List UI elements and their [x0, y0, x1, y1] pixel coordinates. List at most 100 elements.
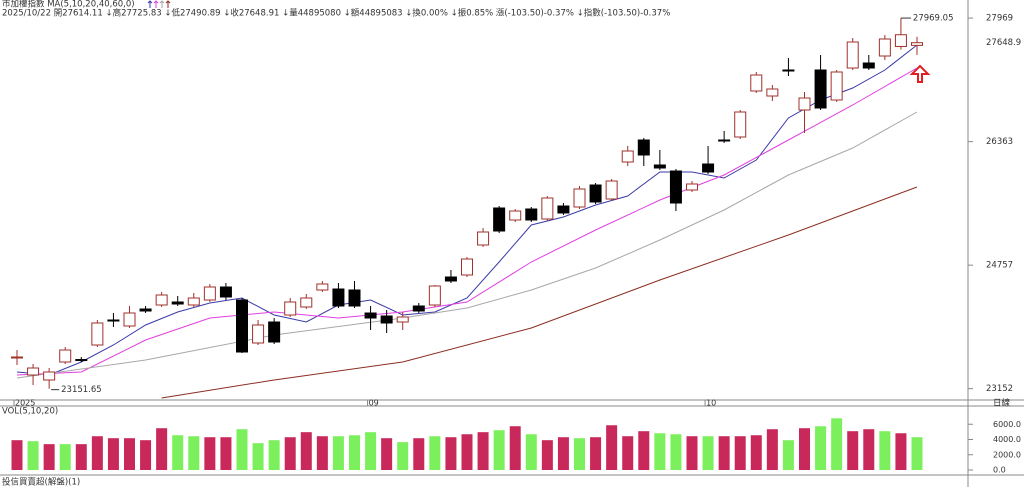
volume-bar: [686, 436, 698, 470]
x-tick-label: 09: [369, 399, 379, 408]
y-tick-label: 26363: [986, 137, 1013, 147]
candle-body: [477, 231, 490, 246]
volume-bar: [911, 437, 923, 470]
volume-bar: [413, 438, 425, 470]
volume-bar: [284, 437, 296, 470]
volume-bar: [11, 440, 23, 470]
candle-body: [846, 41, 859, 69]
volume-bar: [590, 437, 602, 470]
candle-body: [878, 38, 891, 57]
volume-bar: [236, 429, 248, 470]
volume-bar: [156, 428, 168, 470]
volume-bar: [477, 432, 489, 470]
volume-bar: [140, 440, 152, 470]
y-tick-label: 2000.0: [993, 450, 1021, 459]
volume-bar: [59, 444, 71, 470]
candle-body: [59, 349, 72, 363]
volume-bar: [124, 438, 135, 470]
candle-body: [734, 111, 747, 138]
candle-body: [27, 367, 40, 376]
volume-bar: [847, 431, 859, 470]
candle-body: [493, 207, 506, 232]
arrow-icon: [159, 0, 165, 8]
header-info: 2025/10/22 開27614.11 ↓高27725.83 ↓低27490.…: [2, 8, 670, 19]
volume-bar: [670, 434, 682, 470]
ma-line: [16, 44, 918, 376]
arrow-icon: [165, 0, 171, 8]
low-annotation: 23151.65: [61, 385, 102, 395]
candle-body: [814, 69, 827, 109]
volume-bar: [300, 432, 312, 470]
candle-body: [686, 183, 698, 191]
volume-bar: [188, 436, 200, 470]
volume-bar: [365, 432, 377, 470]
candle-body: [589, 184, 602, 203]
period-label: 日線: [993, 398, 1011, 409]
candle-body: [396, 316, 409, 323]
volume-bar: [332, 436, 344, 470]
volume-bar: [895, 433, 907, 470]
volume-title: VOL(5,10,20): [2, 407, 58, 417]
volume-bar: [493, 430, 505, 470]
volume-bar: [574, 438, 585, 470]
volume-bar: [622, 436, 634, 470]
high-annotation: 27969.05: [913, 14, 954, 24]
volume-bar: [815, 426, 827, 470]
candle-body: [107, 319, 120, 322]
candle-body: [412, 305, 425, 312]
volume-bar: [766, 429, 778, 470]
candle-body: [525, 208, 538, 221]
volume-bar: [799, 428, 810, 470]
candle-body: [284, 301, 297, 316]
volume-bar: [91, 436, 103, 470]
candle-body: [509, 210, 522, 221]
volume-bar: [27, 441, 39, 470]
header-title: 市加權指數 MA(5,10,20,40,60,0): [2, 0, 135, 10]
candle-body: [541, 197, 554, 220]
candle-body: [428, 285, 441, 306]
candle-body: [605, 180, 618, 200]
candle-body: [332, 288, 345, 307]
candle-body: [203, 286, 216, 301]
signal-arrow: [909, 64, 931, 83]
volume-bar: [397, 442, 409, 470]
volume-bar: [509, 426, 521, 470]
footer-title: 投信買賣超(解盤)(1): [2, 477, 80, 487]
volume-bar: [204, 437, 216, 470]
candle-body: [894, 34, 907, 47]
y-tick-label: 4000.0: [993, 435, 1021, 444]
candle-body: [461, 258, 473, 276]
candle-body: [252, 324, 265, 344]
volume-bar: [831, 418, 843, 470]
candle-body: [669, 170, 682, 204]
candle-body: [139, 308, 152, 312]
y-tick-label: 27969: [986, 14, 1013, 24]
volume-bar: [445, 437, 457, 470]
volume-bar: [220, 437, 232, 470]
candle-body: [43, 371, 56, 381]
volume-bar: [252, 443, 264, 470]
candle-body: [911, 42, 923, 46]
candle-body: [11, 356, 23, 359]
volume-bar: [734, 436, 746, 470]
candle-body: [364, 312, 377, 319]
candle-body: [718, 139, 731, 142]
volume-bar: [638, 431, 650, 470]
candle-body: [653, 164, 666, 169]
arrow-icon: [147, 0, 153, 8]
candle-body: [380, 315, 393, 324]
y-tick-label: 23152: [986, 384, 1013, 394]
candle-body: [155, 294, 168, 306]
volume-bar: [461, 434, 473, 470]
candle-body: [300, 297, 313, 308]
ma-line: [161, 186, 918, 399]
candle-body: [557, 205, 570, 214]
candle-body: [637, 139, 650, 156]
volume-bar: [557, 437, 569, 470]
candle-body: [750, 74, 763, 92]
candle-body: [236, 299, 248, 353]
candle-body: [268, 321, 281, 343]
header-arrows: [147, 0, 171, 8]
volume-bar: [541, 440, 553, 470]
